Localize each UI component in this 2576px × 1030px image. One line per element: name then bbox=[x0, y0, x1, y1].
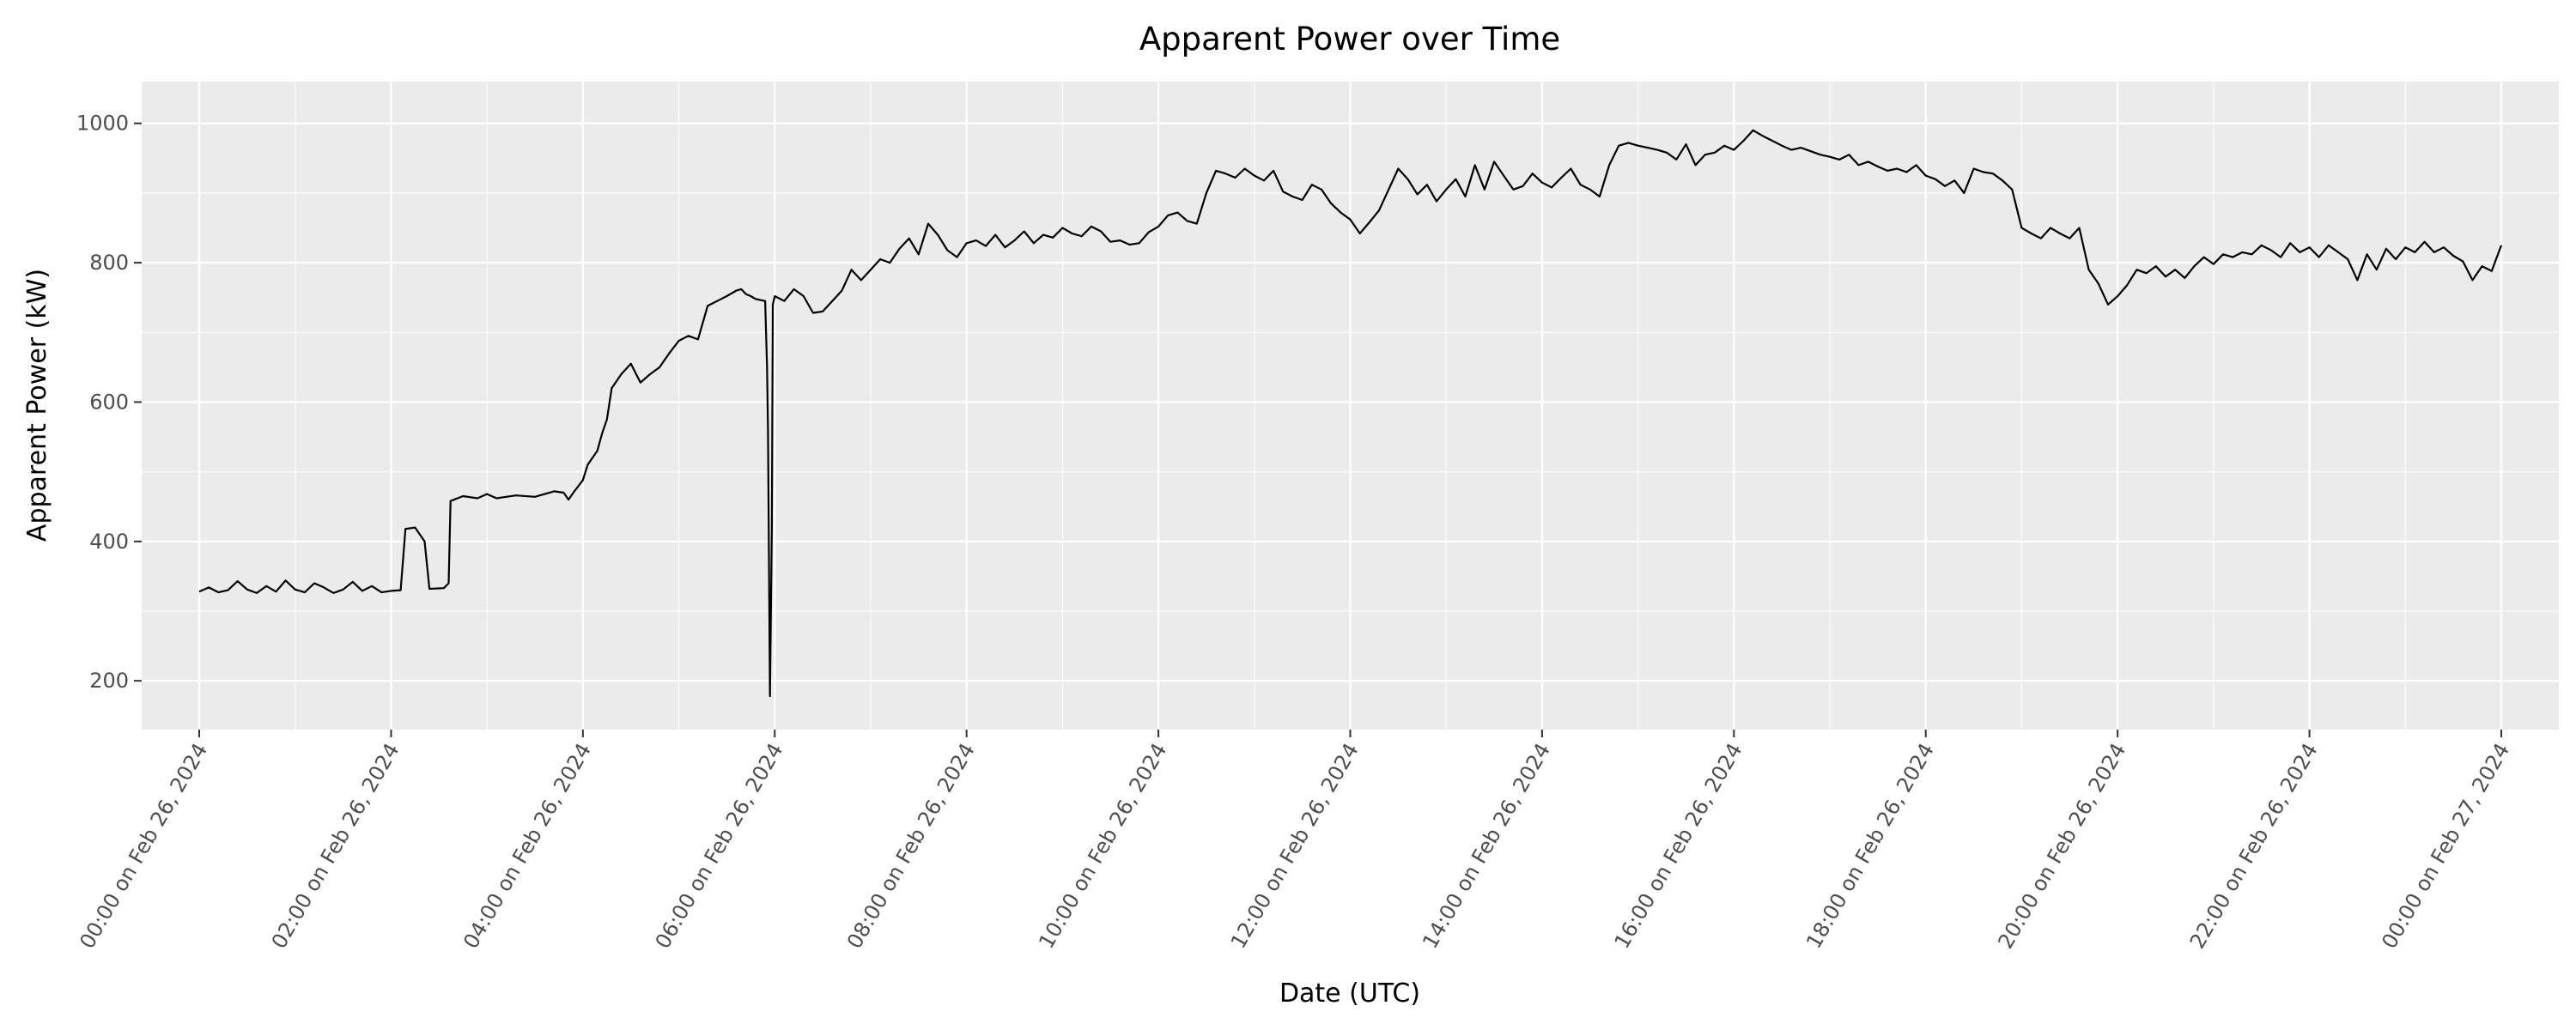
y-tick-label: 600 bbox=[89, 390, 129, 414]
series-line bbox=[198, 129, 2503, 698]
y-axis-title: Apparent Power (kW) bbox=[22, 269, 52, 542]
x-tick-label: 12:00 on Feb 26, 2024 bbox=[1226, 739, 1364, 953]
x-tick-label: 08:00 on Feb 26, 2024 bbox=[842, 739, 980, 953]
y-tick-label: 1000 bbox=[76, 112, 129, 136]
y-tick-label: 800 bbox=[89, 251, 129, 275]
x-tick-label: 22:00 on Feb 26, 2024 bbox=[2185, 739, 2323, 953]
x-tick-label: 02:00 on Feb 26, 2024 bbox=[267, 739, 404, 953]
x-tick-label: 20:00 on Feb 26, 2024 bbox=[1993, 739, 2130, 953]
x-axis: 00:00 on Feb 26, 2024 02:00 on Feb 26, 20… bbox=[75, 730, 2514, 953]
chart-title: Apparent Power over Time bbox=[1139, 21, 1560, 58]
y-tick-label: 400 bbox=[89, 530, 129, 554]
x-tick-label: 00:00 on Feb 26, 2024 bbox=[75, 739, 212, 953]
major-gridlines bbox=[142, 82, 2559, 730]
x-tick-label: 16:00 on Feb 26, 2024 bbox=[1610, 739, 1747, 953]
series-group bbox=[198, 129, 2503, 698]
x-tick-label: 18:00 on Feb 26, 2024 bbox=[1801, 739, 1939, 953]
y-tick-label: 200 bbox=[89, 669, 129, 693]
x-tick-label: 04:00 on Feb 26, 2024 bbox=[459, 739, 596, 953]
x-axis-title: Date (UTC) bbox=[1279, 978, 1420, 1009]
x-tick-label: 10:00 on Feb 26, 2024 bbox=[1034, 739, 1171, 953]
y-axis: 200 400 600 800 1000 bbox=[76, 112, 142, 693]
x-tick-label: 00:00 on Feb 27, 2024 bbox=[2377, 739, 2514, 953]
x-tick-label: 14:00 on Feb 26, 2024 bbox=[1418, 739, 1555, 953]
x-tick-label: 06:00 on Feb 26, 2024 bbox=[651, 739, 788, 953]
